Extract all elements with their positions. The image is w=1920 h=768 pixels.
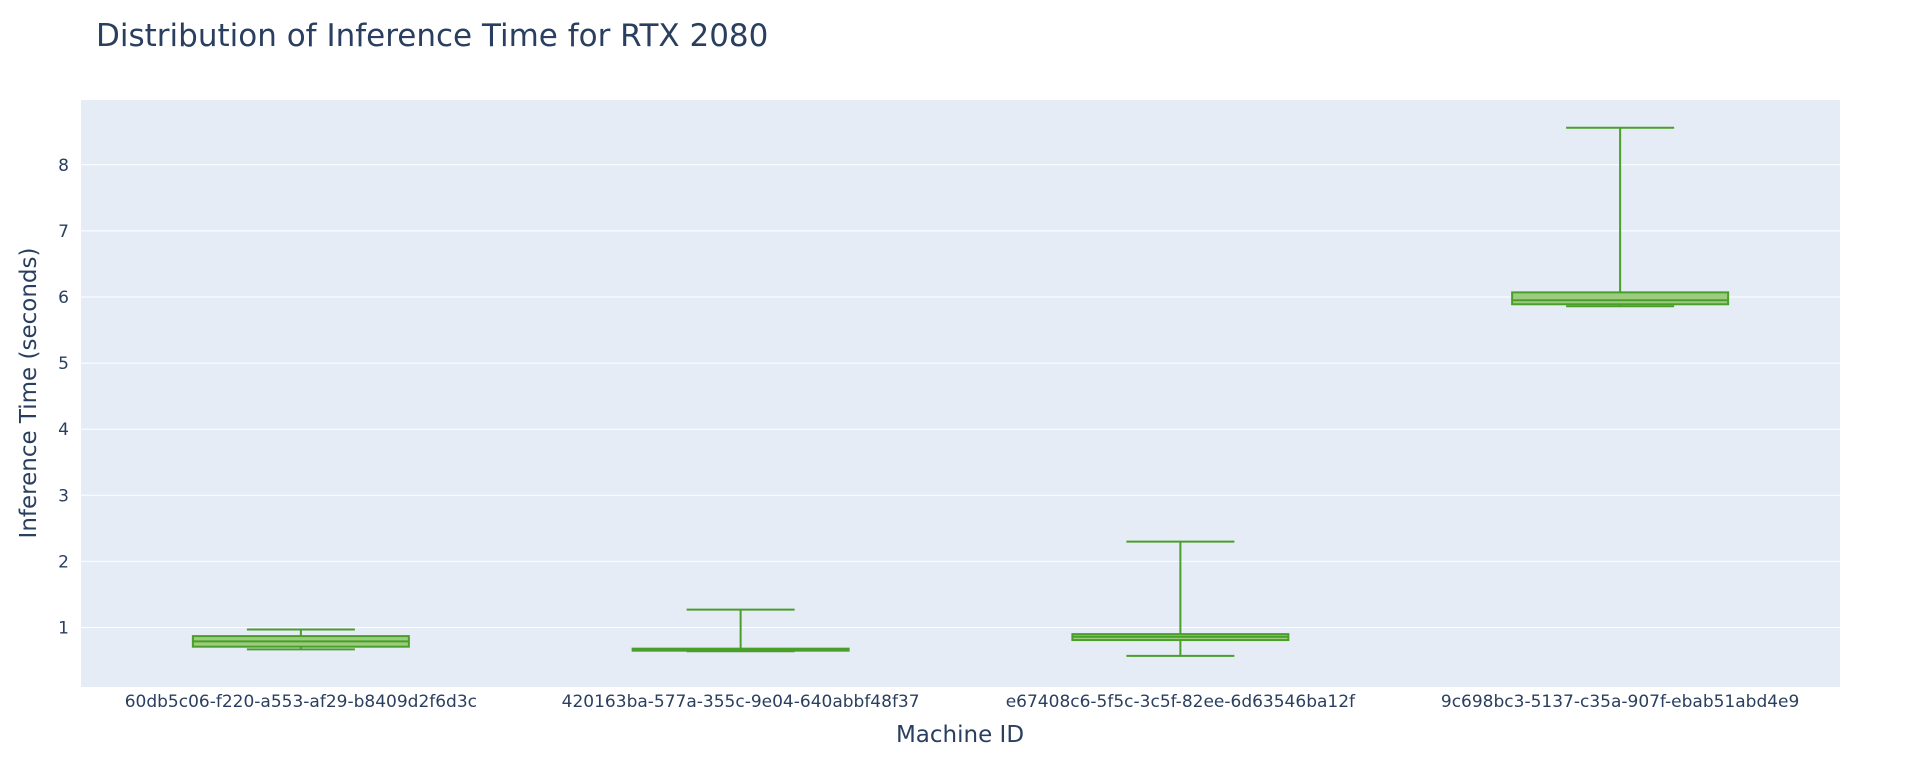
gridlines [81, 164, 1840, 629]
box-iqr [1511, 291, 1730, 306]
x-tick-label: 60db5c06-f220-a553-af29-b8409d2f6d3c [125, 692, 477, 712]
y-tick-labels: 1 2 3 4 5 6 7 8 [58, 156, 69, 639]
x-tick-labels: 60db5c06-f220-a553-af29-b8409d2f6d3c 4201… [125, 692, 1800, 712]
y-tick-label: 3 [58, 486, 69, 506]
box-2 [631, 608, 850, 653]
x-axis-title: Machine ID [896, 722, 1024, 748]
box-3 [1071, 540, 1290, 657]
chart-title: Distribution of Inference Time for RTX 2… [96, 18, 769, 54]
y-tick-label: 8 [58, 156, 69, 176]
box-1 [191, 628, 410, 651]
y-tick-label: 1 [58, 619, 69, 639]
y-tick-label: 5 [58, 354, 69, 374]
y-tick-label: 6 [58, 288, 69, 308]
y-tick-label: 7 [58, 222, 69, 242]
x-tick-label: 420163ba-577a-355c-9e04-640abbf48f37 [562, 692, 920, 712]
y-tick-label: 2 [58, 552, 69, 572]
y-tick-label: 4 [58, 420, 69, 440]
box-4 [1511, 126, 1730, 308]
y-axis-title: Inference Time (seconds) [16, 248, 42, 539]
boxes [191, 126, 1730, 657]
x-tick-label: 9c698bc3-5137-c35a-907f-ebab51abd4e9 [1441, 692, 1799, 712]
plot-area [81, 100, 1840, 687]
x-tick-label: e67408c6-5f5c-3c5f-82ee-6d63546ba12f [1006, 692, 1356, 712]
